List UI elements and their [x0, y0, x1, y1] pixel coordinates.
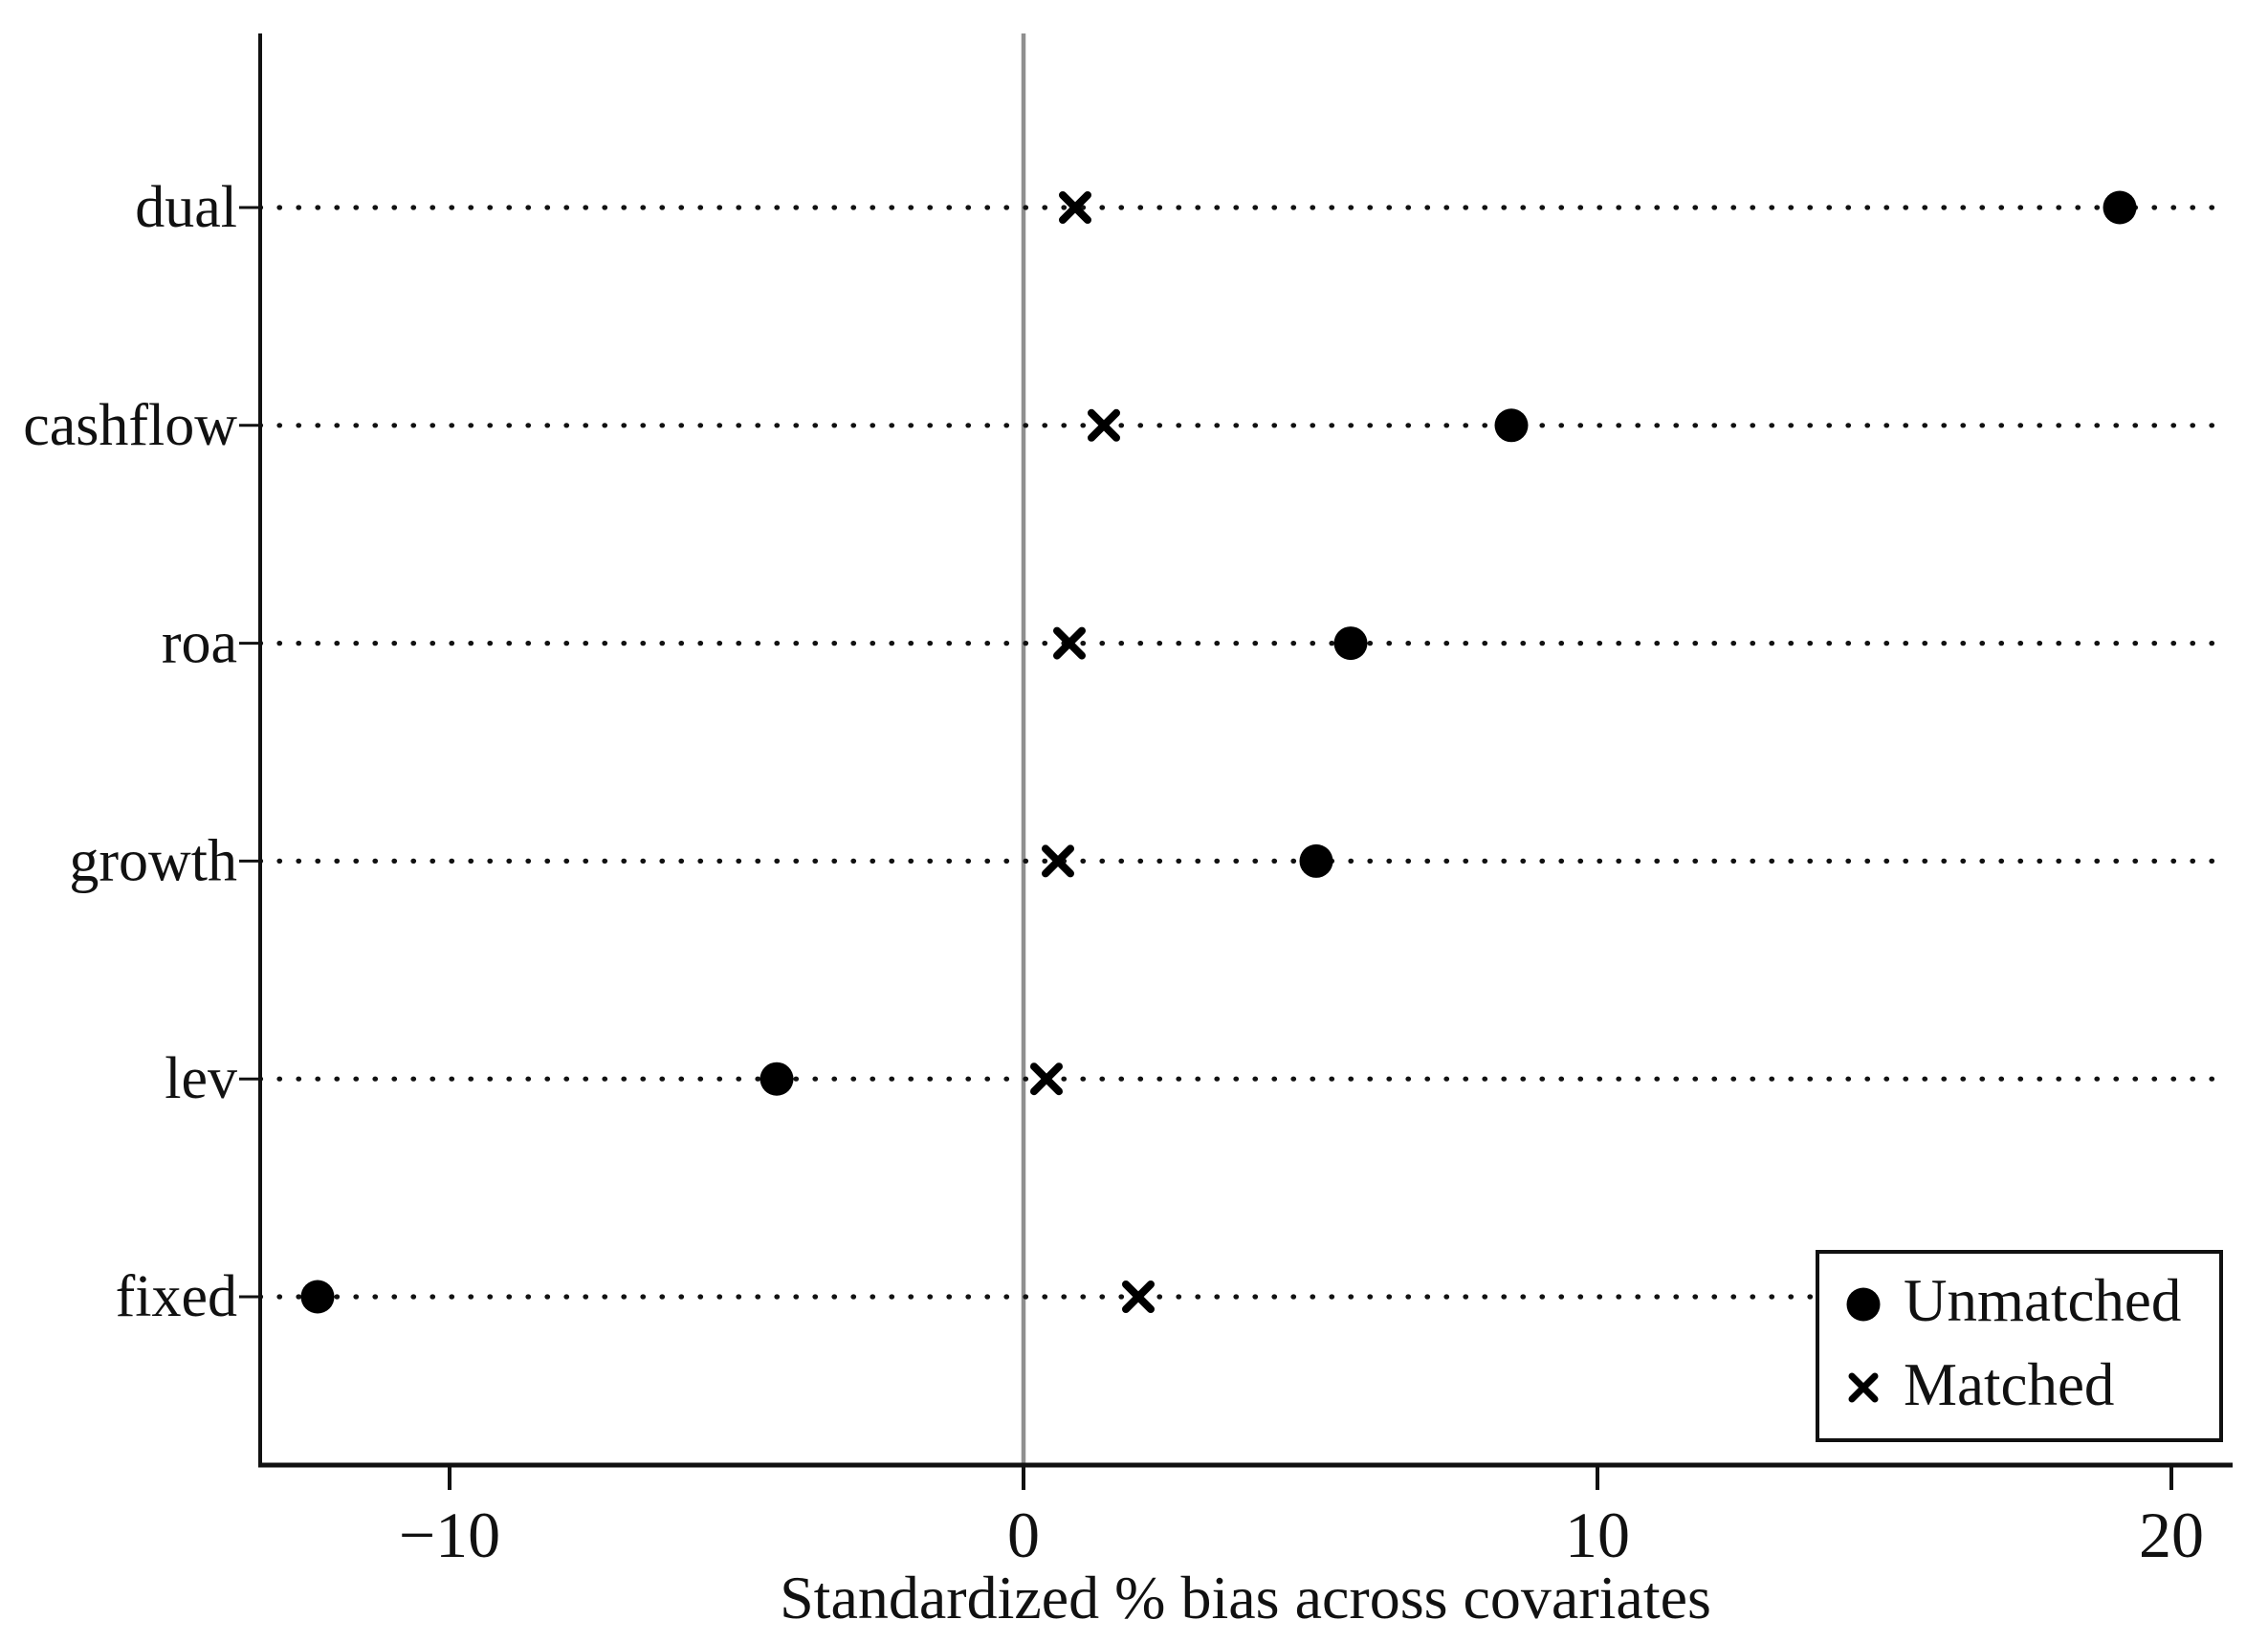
unmatched-marker: [1333, 626, 1368, 661]
unmatched-marker: [300, 1280, 335, 1314]
unmatched-marker: [1299, 843, 1333, 878]
matched-x-icon: [1833, 1357, 1894, 1418]
matched-marker: [1088, 408, 1120, 442]
matched-marker: [1122, 1281, 1155, 1313]
unmatched-marker: [760, 1062, 794, 1096]
legend-label-unmatched: Unmatched: [1904, 1267, 2182, 1335]
unmatched-circle-icon: [1833, 1274, 1894, 1335]
legend-label-matched: Matched: [1904, 1350, 2115, 1418]
unmatched-marker: [1494, 408, 1529, 443]
legend: Unmatched Matched: [1816, 1250, 2223, 1442]
matched-marker: [1042, 844, 1074, 878]
category-label: fixed: [116, 1264, 237, 1329]
category-label: growth: [69, 828, 237, 893]
category-label: dual: [135, 175, 237, 240]
x-tick-label: 20: [2139, 1499, 2204, 1571]
matched-marker: [1059, 191, 1091, 224]
x-axis-title: Standardized % bias across covariates: [780, 1564, 1711, 1631]
x-tick-label: 10: [1565, 1499, 1630, 1571]
category-label: lev: [165, 1046, 237, 1111]
x-tick-label: −10: [399, 1499, 500, 1571]
x-tick-label: 0: [1007, 1499, 1040, 1571]
matched-marker: [1053, 626, 1086, 660]
unmatched-marker: [2103, 190, 2137, 225]
category-label: cashflow: [23, 393, 237, 458]
legend-row-unmatched: Unmatched: [1833, 1271, 2219, 1337]
legend-row-matched: Matched: [1833, 1350, 2219, 1421]
matched-marker: [1030, 1062, 1063, 1096]
category-label: roa: [162, 611, 237, 676]
